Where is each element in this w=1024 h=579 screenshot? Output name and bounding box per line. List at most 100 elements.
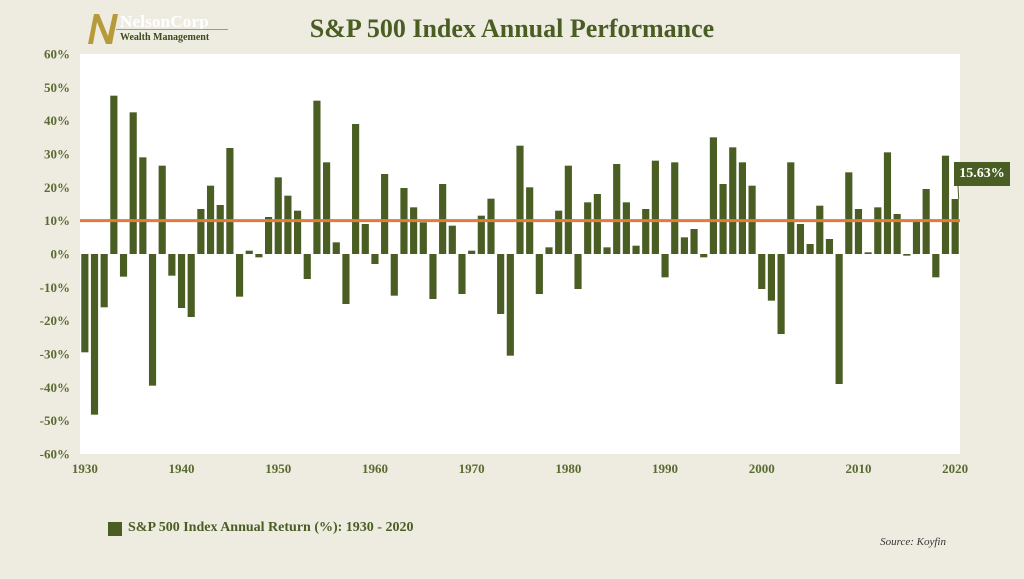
logo-company-name: NelsonCorp — [120, 12, 209, 31]
callout-leader-line — [957, 185, 960, 200]
bar-2016 — [912, 220, 921, 254]
bar-2005 — [806, 244, 814, 254]
bar-1982 — [584, 202, 592, 254]
y-tick-label: -60% — [40, 447, 70, 462]
bar-2003 — [787, 162, 795, 254]
bar-1996 — [719, 184, 727, 254]
bar-1998 — [738, 162, 746, 254]
bar-1968 — [448, 225, 456, 254]
chart-title: S&P 500 Index Annual Performance — [309, 14, 715, 43]
bar-1971 — [477, 215, 485, 254]
bar-2008 — [835, 254, 843, 384]
bar-1931 — [90, 254, 99, 415]
bar-1944 — [216, 205, 224, 254]
bar-1974 — [506, 254, 514, 356]
bar-2012 — [874, 207, 882, 254]
bar-1997 — [729, 147, 737, 254]
y-tick-label: 0% — [51, 247, 71, 262]
bar-1951 — [284, 195, 292, 254]
bar-1930 — [81, 254, 89, 353]
x-tick-label: 1980 — [555, 461, 581, 476]
bar-1936 — [139, 157, 147, 254]
y-tick-label: -30% — [40, 347, 70, 362]
bar-1992 — [680, 237, 688, 254]
bar-2000 — [758, 254, 766, 289]
source-note: Source: Koyfin — [880, 536, 946, 548]
bar-2018 — [932, 254, 940, 278]
x-tick-label: 2020 — [942, 461, 968, 476]
bar-2002 — [777, 254, 785, 334]
bar-1969 — [458, 254, 466, 294]
bar-1948 — [255, 254, 263, 258]
bar-2004 — [796, 224, 805, 254]
bar-1947 — [245, 250, 253, 254]
bar-1946 — [235, 254, 244, 297]
bar-1994 — [700, 254, 708, 258]
bar-2014 — [893, 214, 901, 254]
bar-1975 — [516, 145, 524, 254]
bar-1962 — [390, 254, 398, 296]
bar-1991 — [671, 162, 679, 254]
bar-1995 — [709, 137, 717, 254]
bar-1935 — [129, 112, 137, 254]
bar-1984 — [603, 247, 611, 254]
bar-1988 — [642, 209, 650, 254]
bar-1954 — [313, 100, 321, 254]
bar-1973 — [497, 254, 505, 314]
bar-2020 — [951, 199, 959, 254]
bar-1970 — [468, 250, 476, 254]
x-tick-label: 1990 — [652, 461, 678, 476]
logo-company-subtitle: Wealth Management — [120, 32, 210, 43]
bar-1979 — [555, 210, 563, 254]
x-tick-label: 2010 — [845, 461, 871, 476]
bar-1952 — [294, 210, 302, 254]
bar-1958 — [352, 124, 360, 254]
bar-1940 — [177, 254, 186, 308]
bar-1932 — [100, 254, 108, 308]
bar-1961 — [381, 174, 389, 254]
x-tick-label: 1970 — [459, 461, 485, 476]
bar-1933 — [110, 95, 118, 254]
bar-2001 — [767, 254, 776, 301]
bar-1953 — [303, 254, 311, 279]
bar-1957 — [342, 254, 350, 304]
logo-divider — [116, 29, 228, 30]
bar-1959 — [361, 224, 369, 254]
bar-1967 — [439, 184, 447, 254]
x-tick-label: 1950 — [265, 461, 291, 476]
bar-2013 — [883, 152, 892, 254]
bar-1956 — [332, 242, 340, 254]
bar-2011 — [864, 252, 872, 254]
bar-1989 — [651, 160, 659, 254]
bar-1980 — [564, 165, 572, 254]
bar-1986 — [622, 202, 630, 254]
bar-2019 — [941, 155, 950, 254]
bar-1942 — [197, 209, 205, 254]
y-tick-label: 10% — [44, 213, 70, 228]
bar-1966 — [429, 254, 437, 299]
bar-1981 — [574, 254, 582, 289]
company-logo: NelsonCorp Wealth Management — [86, 10, 236, 46]
bar-1965 — [419, 222, 427, 254]
bar-1945 — [226, 148, 234, 254]
bar-2010 — [854, 209, 863, 254]
y-tick-label: -20% — [40, 313, 70, 328]
y-tick-label: -50% — [40, 413, 70, 428]
bar-1987 — [632, 245, 640, 254]
legend-swatch — [108, 522, 122, 536]
y-tick-label: 40% — [44, 113, 70, 128]
x-tick-label: 2000 — [749, 461, 775, 476]
logo-n-mark-icon — [88, 14, 118, 44]
y-tick-label: 50% — [44, 80, 70, 95]
x-tick-label: 1930 — [72, 461, 98, 476]
x-tick-label: 1960 — [362, 461, 388, 476]
x-tick-label: 1940 — [169, 461, 195, 476]
bar-2015 — [903, 254, 911, 256]
x-axis: 1930 1940 1950 1960 1970 1980 1990 2000 2010 2020 — [72, 461, 968, 476]
y-tick-label: -40% — [40, 380, 70, 395]
bar-1934 — [119, 254, 128, 277]
y-tick-label: -10% — [40, 280, 70, 295]
y-tick-label: 20% — [44, 180, 70, 195]
bar-2009 — [845, 172, 853, 254]
